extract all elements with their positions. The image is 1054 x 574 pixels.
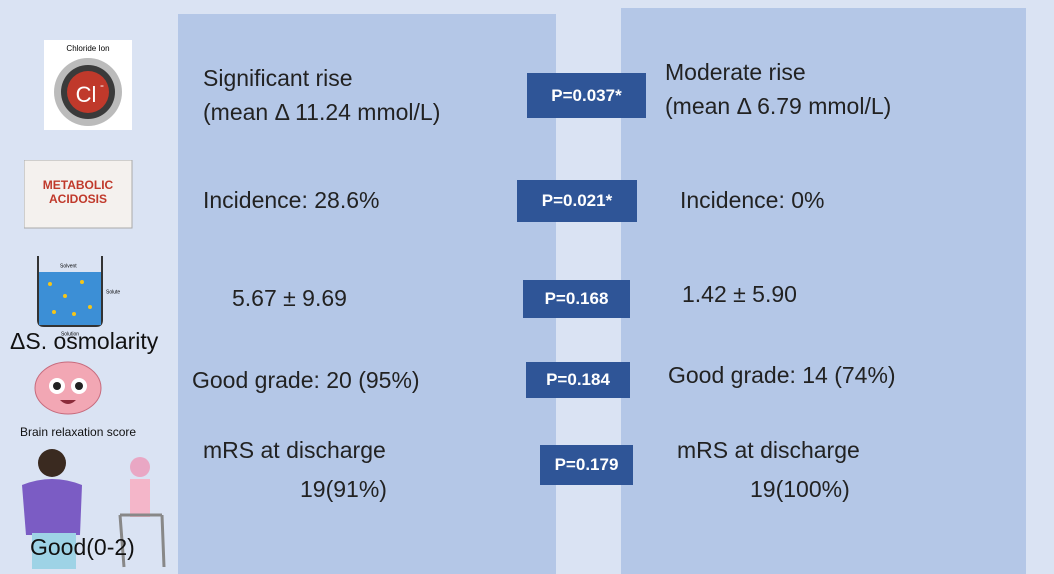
chloride-icon: Chloride Ion Cl -: [44, 40, 132, 130]
right-text: mRS at discharge: [677, 433, 860, 467]
icon-text: METABOLIC: [43, 178, 114, 192]
icon-text: ACIDOSIS: [49, 192, 107, 206]
p-value: P=0.021*: [517, 180, 637, 222]
icon-text: Solute: [106, 289, 120, 295]
left-text: (mean Δ 11.24 mmol/L): [203, 95, 440, 129]
left-text: Significant rise: [203, 61, 353, 95]
row-label: Brain relaxation score: [20, 425, 136, 439]
icon-symbol: Cl: [76, 82, 97, 107]
icon-caption: Chloride Ion: [66, 44, 109, 53]
slide: Chloride Ion Cl - METABOLIC ACIDOSIS Sol…: [0, 0, 1054, 574]
beaker-icon: Solvent Solute Solution: [30, 252, 130, 338]
left-text: Good grade: 20 (95%): [192, 363, 420, 397]
p-value: P=0.179: [540, 445, 633, 485]
brain-icon: [32, 360, 104, 422]
right-text: Incidence: 0%: [680, 183, 824, 217]
right-text: (mean Δ 6.79 mmol/L): [665, 89, 891, 123]
left-text: Incidence: 28.6%: [203, 183, 379, 217]
acidosis-icon: METABOLIC ACIDOSIS: [24, 160, 136, 232]
right-text: Good grade: 14 (74%): [668, 358, 896, 392]
left-text: mRS at discharge: [203, 433, 386, 467]
p-value: P=0.184: [526, 362, 630, 398]
row-label: ΔS. osmolarity: [10, 328, 158, 355]
icon-charge: -: [100, 78, 104, 92]
p-value: P=0.168: [523, 280, 630, 318]
left-text: 5.67 ± 9.69: [232, 281, 347, 315]
icon-text: Solvent: [60, 263, 77, 269]
right-text: 1.42 ± 5.90: [682, 277, 797, 311]
row-label: Good(0-2): [30, 534, 135, 561]
right-text: Moderate rise: [665, 55, 806, 89]
left-text: 19(91%): [300, 472, 387, 506]
p-value: P=0.037*: [527, 73, 646, 118]
right-text: 19(100%): [750, 472, 850, 506]
